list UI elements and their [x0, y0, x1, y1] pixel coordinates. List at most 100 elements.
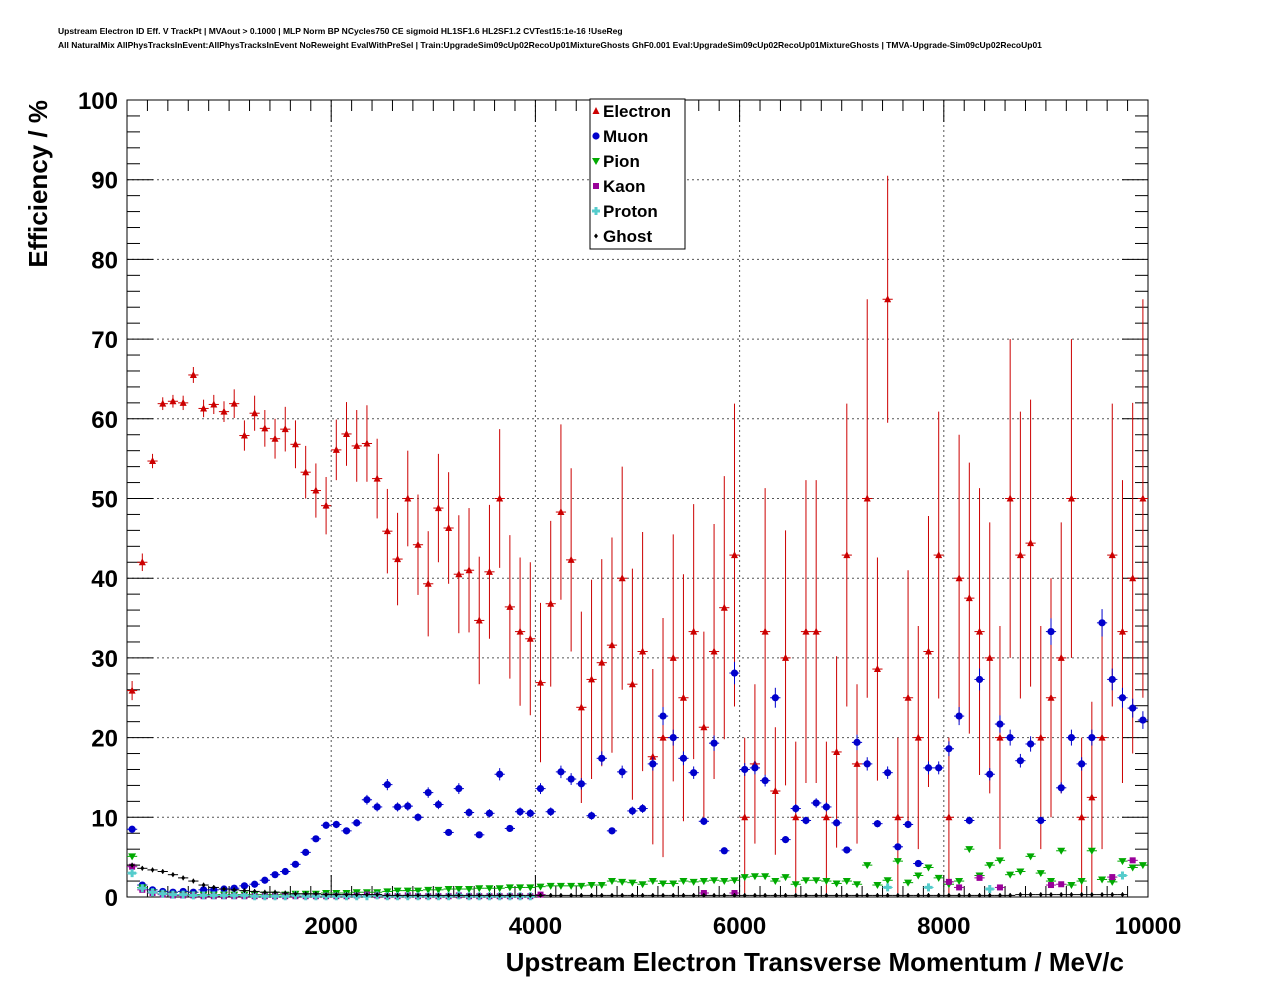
muon-point — [1066, 729, 1077, 746]
ghost-point — [708, 892, 720, 898]
pion-point — [698, 878, 709, 886]
pion-point — [821, 878, 832, 886]
electron-point — [821, 741, 832, 894]
electron-point — [127, 681, 138, 701]
point-marker — [873, 820, 882, 828]
legend-marker — [594, 233, 598, 239]
point-marker — [577, 780, 585, 788]
muon-point — [525, 809, 536, 818]
point-marker — [904, 879, 913, 887]
point-marker — [547, 808, 555, 816]
ghost-point — [341, 892, 352, 898]
point-marker — [904, 820, 912, 829]
point-marker — [261, 876, 269, 884]
point-marker — [650, 892, 655, 898]
point-marker — [853, 759, 861, 767]
point-marker — [189, 370, 197, 378]
data-points — [127, 175, 1148, 901]
ghost-point — [698, 892, 709, 898]
point-marker — [179, 890, 188, 899]
ghost-point — [596, 892, 607, 898]
point-marker — [722, 892, 727, 898]
point-marker — [465, 808, 473, 817]
point-marker — [385, 892, 390, 898]
point-marker — [230, 399, 238, 407]
electron-point — [923, 516, 934, 788]
electron-point — [800, 480, 812, 784]
point-marker — [1079, 892, 1084, 898]
point-marker — [906, 892, 911, 898]
point-marker — [200, 404, 208, 412]
muon-point — [892, 843, 903, 851]
point-marker — [373, 474, 381, 482]
proton-point — [188, 891, 199, 900]
point-marker — [751, 764, 759, 772]
ghost-point — [811, 892, 822, 898]
legend-entry-muon: Muon — [592, 127, 648, 146]
point-marker — [1049, 892, 1054, 898]
electron-point — [218, 401, 230, 422]
point-marker — [1129, 574, 1137, 582]
point-marker — [191, 878, 196, 884]
muon-point — [760, 774, 771, 787]
pion-point — [535, 883, 546, 891]
electron-point — [892, 737, 903, 897]
point-marker — [506, 602, 514, 610]
point-marker — [281, 425, 289, 433]
point-marker — [526, 634, 534, 642]
point-marker — [567, 555, 575, 563]
pion-point — [678, 878, 689, 886]
point-marker — [291, 860, 300, 868]
electron-point — [974, 488, 985, 776]
muon-point — [770, 687, 781, 708]
point-marker — [843, 846, 851, 854]
muon-point — [402, 801, 413, 811]
point-marker — [986, 653, 994, 661]
point-marker — [343, 429, 351, 437]
point-marker — [465, 886, 474, 894]
pion-point — [423, 886, 434, 894]
legend-entry-ghost: Ghost — [594, 227, 652, 246]
ghost-point — [994, 892, 1006, 898]
point-marker — [485, 809, 494, 817]
electron-point — [1015, 411, 1026, 699]
kaon-point — [954, 884, 965, 891]
pion-point — [1107, 878, 1118, 886]
point-marker — [587, 812, 596, 820]
point-marker — [1118, 627, 1126, 635]
electron-point — [596, 559, 607, 767]
y-tick-label: 100 — [78, 88, 118, 115]
point-marker — [812, 627, 820, 635]
point-marker — [557, 768, 565, 776]
point-marker — [128, 825, 136, 833]
muon-point — [902, 820, 914, 829]
chart-header-line-2: All NaturalMix AllPhysTracksInEvent:AllP… — [58, 40, 1042, 50]
point-marker — [618, 768, 626, 776]
pion-point — [749, 873, 761, 881]
ghost-point — [433, 892, 444, 898]
point-marker — [812, 799, 820, 807]
point-marker — [434, 886, 443, 894]
electron-point — [1066, 339, 1077, 658]
point-marker — [740, 874, 749, 882]
point-marker — [354, 892, 359, 898]
muon-point — [239, 882, 250, 890]
point-marker — [444, 886, 453, 894]
muon-point — [1076, 757, 1087, 771]
electron-point — [402, 450, 413, 547]
proton-point — [239, 891, 250, 900]
electron-point — [576, 611, 587, 803]
muon-point — [668, 729, 679, 746]
point-marker — [885, 892, 890, 898]
electron-point — [341, 402, 352, 466]
pion-point — [1086, 847, 1097, 855]
point-marker — [679, 878, 688, 886]
point-marker — [128, 686, 136, 694]
point-marker — [526, 884, 535, 892]
point-marker — [1047, 627, 1055, 636]
ghost-point — [892, 892, 903, 898]
point-marker — [965, 846, 974, 854]
point-marker — [832, 880, 841, 888]
ghost-point — [954, 892, 965, 898]
